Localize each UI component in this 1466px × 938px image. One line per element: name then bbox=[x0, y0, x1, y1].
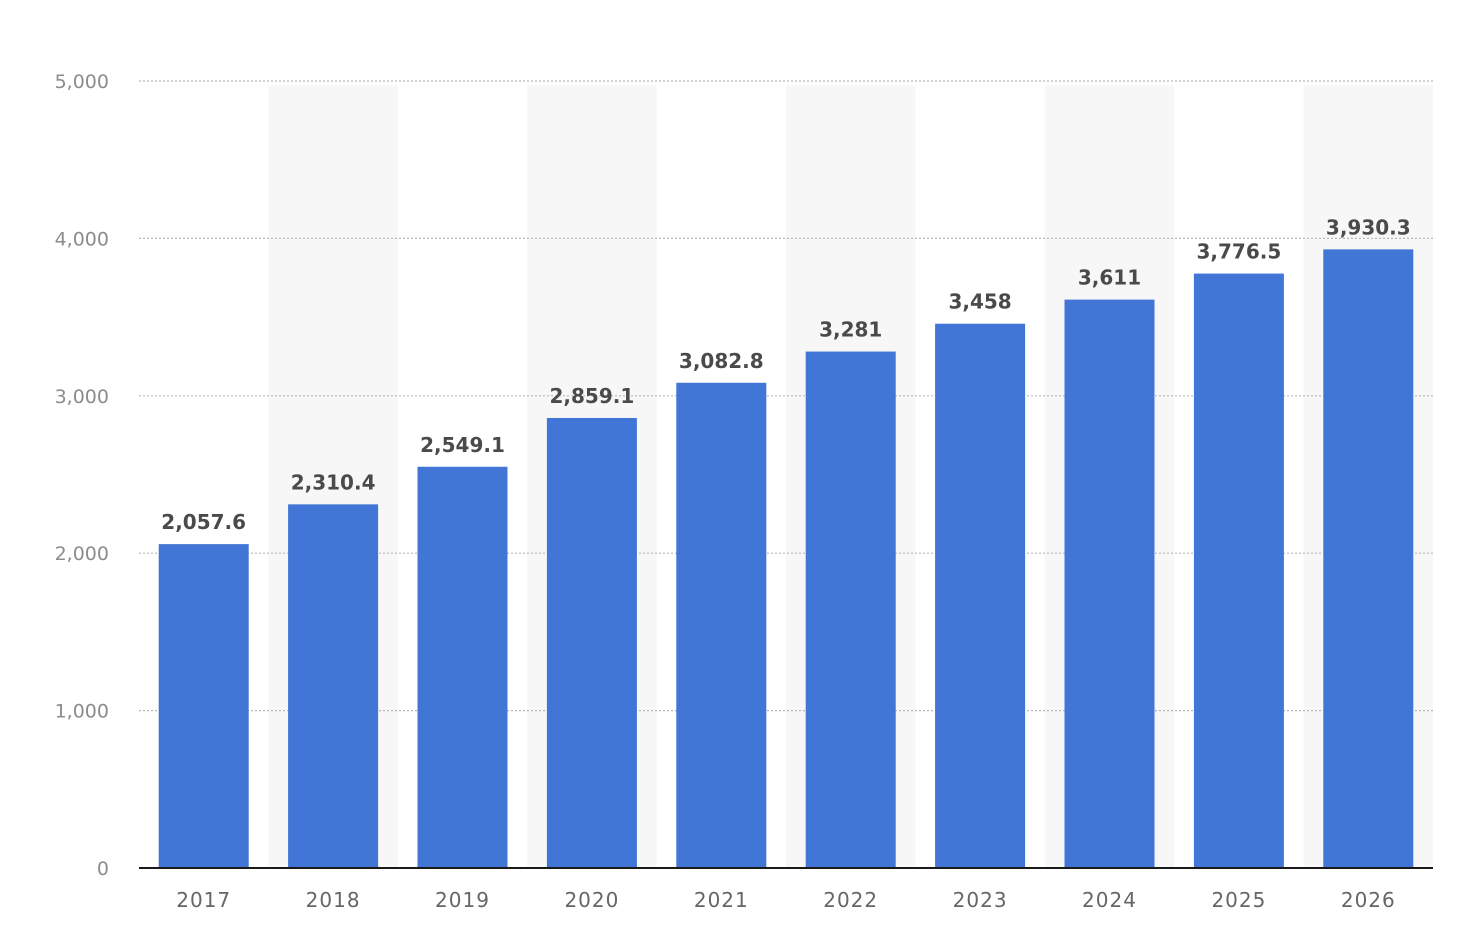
bar bbox=[805, 351, 896, 869]
bar bbox=[288, 504, 379, 868]
data-label: 2,057.6 bbox=[161, 510, 246, 534]
bar bbox=[158, 544, 249, 868]
x-tick-label: 2022 bbox=[823, 888, 878, 912]
bars bbox=[158, 249, 1414, 869]
x-tick-label: 2025 bbox=[1211, 888, 1266, 912]
bar bbox=[676, 382, 767, 868]
data-label: 2,859.1 bbox=[550, 384, 635, 408]
bar bbox=[417, 466, 508, 868]
data-label: 3,082.8 bbox=[679, 349, 764, 373]
data-label: 3,611 bbox=[1078, 266, 1141, 290]
x-tick-label: 2024 bbox=[1082, 888, 1137, 912]
bar bbox=[1323, 249, 1414, 868]
data-label: 3,930.3 bbox=[1326, 215, 1411, 239]
y-tick-label: 3,000 bbox=[55, 386, 109, 408]
bar bbox=[546, 417, 637, 868]
x-tick-label: 2020 bbox=[564, 888, 619, 912]
bar bbox=[1064, 299, 1155, 868]
y-tick-label: 2,000 bbox=[55, 543, 109, 565]
data-label: 2,549.1 bbox=[420, 433, 505, 457]
data-label: 3,458 bbox=[948, 290, 1011, 314]
x-tick-label: 2026 bbox=[1341, 888, 1396, 912]
data-label: 3,281 bbox=[819, 318, 882, 342]
bar bbox=[1193, 273, 1284, 869]
x-tick-label: 2021 bbox=[694, 888, 749, 912]
x-tick-label: 2023 bbox=[953, 888, 1008, 912]
x-axis-ticks: 2017 2018 2019 2020 2021 2022 2023 2024 2025 2026 bbox=[176, 888, 1396, 912]
y-tick-label: 4,000 bbox=[55, 228, 109, 250]
x-tick-label: 2018 bbox=[306, 888, 361, 912]
data-label: 3,776.5 bbox=[1197, 240, 1282, 264]
y-axis-ticks: 0 1,000 2,000 3,000 4,000 5,000 bbox=[55, 71, 109, 880]
y-tick-label: 0 bbox=[97, 858, 109, 880]
x-tick-label: 2019 bbox=[435, 888, 490, 912]
y-tick-label: 5,000 bbox=[55, 71, 109, 93]
data-labels: 2,057.6 2,310.4 2,549.1 2,859.1 3,082.8 3,281… bbox=[161, 215, 1410, 534]
y-tick-label: 1,000 bbox=[55, 701, 109, 723]
bar bbox=[935, 323, 1026, 868]
x-tick-label: 2017 bbox=[176, 888, 231, 912]
data-label: 2,310.4 bbox=[291, 470, 376, 494]
